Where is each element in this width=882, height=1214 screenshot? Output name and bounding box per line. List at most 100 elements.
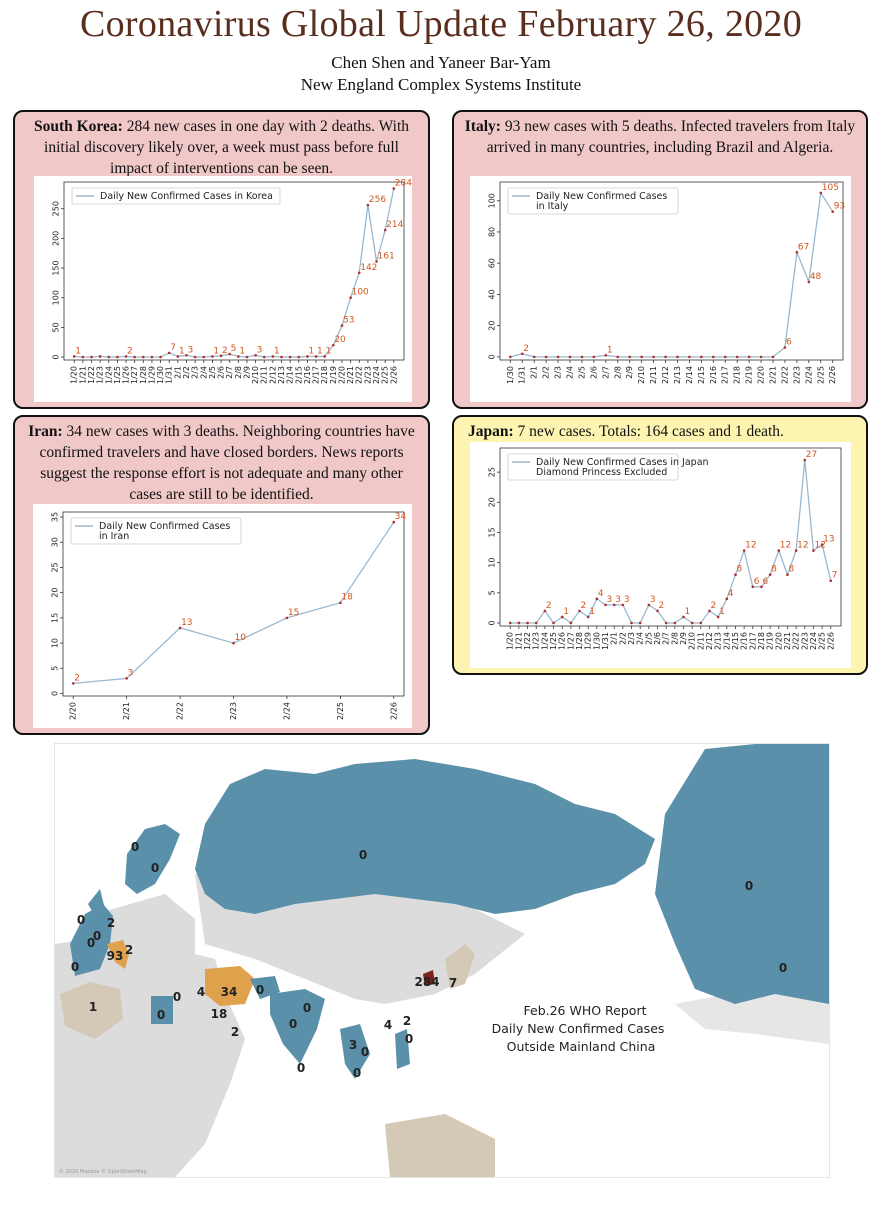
x-tick-label: 2/12: [268, 366, 277, 384]
x-tick-label: 2/5: [577, 366, 586, 379]
map-label-cambodia: 0: [353, 1066, 361, 1080]
map-usa: [655, 744, 829, 1004]
data-point: [819, 191, 823, 195]
data-point: [193, 355, 197, 359]
x-tick-label: 1/26: [122, 366, 131, 384]
x-tick-label: 2/26: [389, 366, 398, 384]
map-label-switzerland: 0: [93, 929, 101, 943]
x-tick-label: 2/7: [601, 366, 610, 379]
data-label: 53: [343, 316, 354, 326]
map-svg: Feb.26 WHO Report Daily New Confirmed Ca…: [55, 744, 829, 1177]
series-line: [74, 188, 395, 358]
data-point: [357, 271, 361, 275]
data-point: [592, 355, 596, 359]
data-label: 1: [308, 346, 314, 356]
data-point: [742, 549, 746, 552]
y-tick-label: 0: [488, 354, 497, 359]
x-tick-label: 1/23: [532, 632, 541, 650]
x-tick-label: 2/1: [173, 366, 182, 379]
data-label: 34: [395, 512, 407, 522]
authors: Chen Shen and Yaneer Bar-Yam: [331, 53, 551, 72]
data-point: [202, 355, 206, 359]
y-tick-label: 0: [51, 691, 60, 696]
data-point: [580, 355, 584, 359]
data-point: [526, 621, 529, 625]
data-point: [534, 621, 538, 625]
map-label-israel: 0: [173, 990, 181, 1004]
map-label-uae: 2: [231, 1025, 239, 1039]
x-tick-label: 2/20: [757, 366, 766, 384]
data-point: [98, 355, 102, 358]
map-label-algeria: 1: [89, 1000, 97, 1014]
data-point: [232, 641, 235, 645]
map-label-sri-lanka: 0: [297, 1061, 305, 1075]
japan-country: Japan:: [468, 423, 514, 440]
y-tick-label: 20: [51, 588, 60, 598]
y-tick-label: 10: [488, 558, 497, 568]
data-point: [699, 621, 703, 625]
map-sea: [340, 1024, 370, 1079]
data-point: [178, 626, 182, 630]
x-tick-label: 2/16: [303, 366, 312, 384]
world-map[interactable]: Feb.26 WHO Report Daily New Confirmed Ca…: [54, 743, 830, 1178]
data-point: [323, 355, 326, 358]
x-tick-label: 2/23: [800, 632, 809, 650]
korea-description: 284 new cases in one day with 2 deaths. …: [44, 118, 410, 177]
data-point: [820, 543, 824, 546]
data-label: 105: [822, 183, 839, 193]
data-label: 1: [589, 607, 595, 617]
data-label: 27: [806, 450, 817, 460]
data-point: [656, 609, 659, 613]
data-point: [288, 355, 292, 359]
y-tick-label: 50: [52, 322, 61, 332]
legend-entry: in Iran: [99, 531, 129, 542]
data-point: [652, 355, 655, 359]
data-point: [71, 682, 75, 685]
legend-entry: Daily New Confirmed Cases: [536, 191, 667, 202]
legend-entry: Daily New Confirmed Cases in Japan: [536, 457, 709, 468]
korea-chart: 0 50 100 150 200 250 1/20 1/21 1/22 1/23 1/24 1/25 1…: [34, 176, 412, 402]
data-label: 1: [75, 346, 81, 356]
japan-description: 7 new cases. Totals: 164 cases and 1 dea…: [517, 423, 784, 440]
map-label-uk: 0: [77, 913, 85, 927]
iran-text: Iran: 34 new cases with 3 deaths. Neighb…: [23, 421, 420, 505]
map-report-line3: Outside Mainland China: [507, 1039, 656, 1054]
x-tick-label: 2/23: [792, 366, 801, 384]
x-tick-label: 2/6: [589, 366, 598, 379]
x-tick-label: 2/20: [774, 632, 783, 650]
data-label: 12: [745, 541, 756, 551]
data-label: 10: [235, 633, 247, 643]
map-india: [270, 989, 325, 1064]
map-label-taiwan: 2: [403, 1014, 411, 1028]
data-point: [794, 549, 798, 552]
x-tick-label: 2/18: [320, 366, 329, 384]
x-tick-label: 2/12: [661, 366, 670, 384]
x-tick-label: 2/13: [673, 366, 682, 384]
x-tick-label: 1/30: [592, 632, 601, 650]
japan-panel: Japan: 7 new cases. Totals: 164 cases an…: [452, 415, 868, 675]
x-tick-label: 2/13: [277, 366, 286, 384]
data-point: [556, 355, 560, 359]
korea-country: South Korea:: [33, 118, 123, 135]
data-label: 256: [369, 195, 386, 205]
data-point: [508, 621, 512, 625]
italy-description: 93 new cases with 5 deaths. Infected tra…: [486, 118, 856, 156]
data-label: 5: [231, 344, 237, 354]
map-italy: [107, 940, 129, 969]
data-point: [150, 355, 154, 359]
x-tick-label: 2/1: [610, 632, 619, 645]
map-label-japan: 7: [449, 976, 457, 990]
data-point: [285, 616, 289, 620]
data-point: [664, 621, 668, 625]
x-tick-label: 2/18: [733, 366, 742, 384]
data-point: [211, 355, 214, 358]
x-tick-label: 2/21: [783, 632, 792, 650]
data-point: [708, 609, 711, 613]
map-egypt: [151, 996, 173, 1024]
data-label: 48: [810, 272, 822, 282]
authors-block: Chen Shen and Yaneer Bar-Yam New England…: [0, 52, 882, 96]
x-tick-label: 2/11: [696, 632, 705, 650]
x-tick-label: 2/9: [679, 632, 688, 645]
x-tick-label: 2/14: [286, 366, 295, 384]
x-tick-label: 2/20: [69, 702, 78, 720]
